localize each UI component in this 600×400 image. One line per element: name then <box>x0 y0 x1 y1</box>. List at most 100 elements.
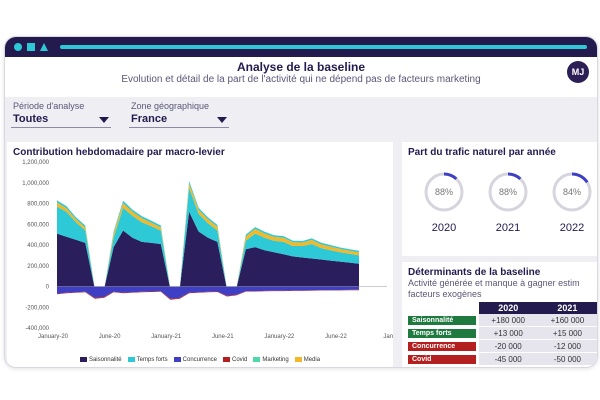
natural-traffic-panel: Part du trafic naturel par année 88% 202… <box>402 142 597 256</box>
top-bar-accent-line <box>60 45 587 49</box>
series-area-saisonnalit[interactable] <box>57 211 359 289</box>
contribution-chart: 1,200,000 1,000,000 800,000 600,000 400,000 2… <box>22 160 393 340</box>
series-area-concurrence[interactable] <box>57 286 359 299</box>
table-cell: -12 000 <box>537 339 597 353</box>
contribution-chart-title: Contribution hebdomadaire par macro-levi… <box>13 147 225 158</box>
gauge-ring: 88% <box>488 172 528 212</box>
determinants-table: 2020 2021 Saisonnalité +180 000 +160 000… <box>408 302 597 366</box>
determinants-subtitle: Activité générée et manque à gagner esti… <box>408 278 597 300</box>
table-cell: +15 000 <box>537 326 597 340</box>
row-label-covid: Covid <box>408 354 476 364</box>
page-header: Analyse de la baseline Evolution et déta… <box>5 57 597 97</box>
filter-bar: Période d'analyse Toutes Zone géographiq… <box>5 97 597 141</box>
gauge-year: 2022 <box>559 222 585 234</box>
gauge-2022: 84% 2022 <box>550 170 594 234</box>
y-tick-label: 800,000 <box>27 202 49 208</box>
contribution-chart-panel: Contribution hebdomadaire par macro-levi… <box>7 142 393 367</box>
determinants-subtitle-line2: facteurs exogènes <box>408 289 482 299</box>
avatar[interactable]: MJ <box>567 61 589 83</box>
top-bar <box>5 37 597 57</box>
series-area-covid[interactable] <box>57 289 359 300</box>
x-tick-label: June-22 <box>325 334 347 340</box>
y-tick-label: 1,200,000 <box>22 160 49 166</box>
legend-swatch <box>127 356 135 362</box>
x-tick-label: June-21 <box>212 334 234 340</box>
y-tick-label: 1,000,000 <box>22 181 49 187</box>
gauge-2020: 88% 2020 <box>422 170 466 234</box>
legend-swatch <box>173 356 181 362</box>
gauge-percent: 88% <box>435 187 453 197</box>
natural-traffic-title: Part du trafic naturel par année <box>408 147 556 158</box>
table-header-2021: 2021 <box>537 302 597 314</box>
period-filter-value: Toutes <box>13 113 49 125</box>
legend-label: Temps forts <box>136 357 168 363</box>
gauge-year: 2020 <box>431 222 457 234</box>
table-cell: +160 000 <box>537 314 597 327</box>
page-title: Analyse de la baseline <box>236 60 366 74</box>
y-tick-label: 200,000 <box>27 264 49 270</box>
legend-label: Saisonnalité <box>88 357 122 363</box>
legend-swatch <box>223 356 231 362</box>
table-cell: +180 000 <box>478 314 538 327</box>
page-subtitle: Evolution et détail de la part de l'acti… <box>121 74 481 85</box>
legend-item[interactable]: Marketing <box>253 356 289 363</box>
table-row: Temps forts +13 000 +15 000 <box>408 326 597 340</box>
x-tick-label: January-21 <box>151 334 182 340</box>
gauge-arc <box>443 172 458 181</box>
table-header-empty <box>408 302 479 314</box>
period-filter[interactable]: Période d'analyse Toutes <box>11 101 111 128</box>
legend-swatch <box>253 356 261 362</box>
gauge-ring: 84% <box>552 172 592 212</box>
gauge-percent: 88% <box>499 187 517 197</box>
menu-triangle-icon[interactable] <box>40 43 48 51</box>
gauge-year: 2021 <box>495 222 521 234</box>
x-tick-label: January-20 <box>38 334 69 340</box>
row-label-temps-forts: Temps forts <box>408 328 476 338</box>
gauge-arc <box>507 172 522 181</box>
legend-swatch <box>294 356 302 362</box>
series-area-tempsforts[interactable] <box>57 187 359 289</box>
table-cell: -20 000 <box>478 339 538 353</box>
gauge-arc <box>571 172 589 184</box>
gauge-ring: 88% <box>424 172 464 212</box>
row-label-concurrence: Concurrence <box>408 341 476 351</box>
row-label-saisonnalite: Saisonnalité <box>408 315 476 325</box>
legend-item[interactable]: Temps forts <box>127 356 168 363</box>
table-header-2020: 2020 <box>478 302 538 314</box>
legend-item[interactable]: Saisonnalité <box>79 356 122 363</box>
legend-item[interactable]: Media <box>294 356 321 363</box>
menu-square-icon[interactable] <box>27 43 35 51</box>
y-tick-label: -200,000 <box>25 305 49 311</box>
chevron-down-icon[interactable] <box>217 117 227 123</box>
x-tick-label: January-22 <box>264 334 295 340</box>
y-tick-label: 600,000 <box>27 222 49 228</box>
zone-filter[interactable]: Zone géographique France <box>129 101 229 128</box>
y-tick-label: 0 <box>46 285 50 291</box>
table-cell: -50 000 <box>537 352 597 366</box>
legend-label: Covid <box>232 357 248 363</box>
legend-item[interactable]: Concurrence <box>173 356 217 363</box>
gauge-2021: 88% 2021 <box>486 170 530 234</box>
table-header-row: 2020 2021 <box>408 302 597 314</box>
y-tick-label: -400,000 <box>25 326 49 332</box>
table-row: Saisonnalité +180 000 +160 000 <box>408 314 597 327</box>
dashboard-window: Analyse de la baseline Evolution et déta… <box>4 36 598 368</box>
zone-filter-value: France <box>131 113 168 125</box>
determinants-title: Déterminants de la baseline <box>408 267 541 278</box>
menu-dot-icon[interactable] <box>14 43 22 51</box>
table-cell: -45 000 <box>478 352 538 366</box>
legend-label: Media <box>303 357 321 363</box>
legend-label: Marketing <box>262 357 289 363</box>
zone-filter-label: Zone géographique <box>131 101 210 111</box>
x-tick-label: June-20 <box>99 334 121 340</box>
y-tick-label: 400,000 <box>27 243 49 249</box>
legend-swatch <box>79 356 87 362</box>
table-row: Concurrence -20 000 -12 000 <box>408 339 597 353</box>
x-tick-label: Januar <box>383 334 393 340</box>
gauge-percent: 84% <box>563 187 581 197</box>
chevron-down-icon[interactable] <box>99 117 109 123</box>
period-filter-label: Période d'analyse <box>13 101 85 111</box>
chart-legend: Saisonnalité Temps forts Concurrence Covid M… <box>7 356 393 363</box>
legend-item[interactable]: Covid <box>223 356 248 363</box>
table-row: Covid -45 000 -50 000 <box>408 352 597 366</box>
